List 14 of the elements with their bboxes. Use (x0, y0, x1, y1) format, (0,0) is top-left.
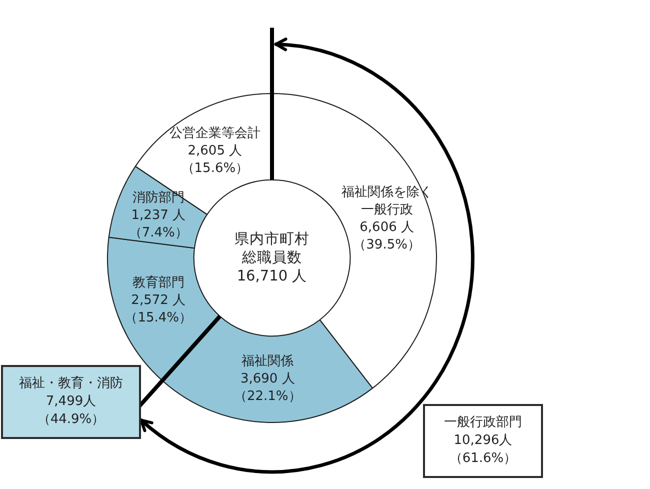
slice-label: 福祉関係を除く一般行政 (341, 184, 432, 218)
data-label: 6,606 人（39.5%） (353, 220, 420, 252)
slice-label: 公営企業等会計 (169, 126, 260, 141)
slice-label: 福祉関係 (242, 354, 294, 370)
text: 県内市町村総職員数 (234, 230, 310, 266)
slice-label: 教育部門 (132, 274, 184, 290)
callout-box: 一般行政部門10,296人（61.6%） (423, 404, 543, 478)
data-label: 2,605 人（15.6%） (181, 143, 249, 176)
slice-label: 消防部門 (132, 190, 184, 206)
callout-box: 福祉・教育・消防7,499人（44.9%） (1, 365, 141, 439)
data-label: 3,690 人（22.1%） (234, 372, 302, 404)
data-label: 1,237 人（7.4%） (128, 208, 188, 240)
data-label: 2,572 人（15.4%） (124, 292, 192, 326)
text: 16,710 人 (236, 268, 308, 284)
